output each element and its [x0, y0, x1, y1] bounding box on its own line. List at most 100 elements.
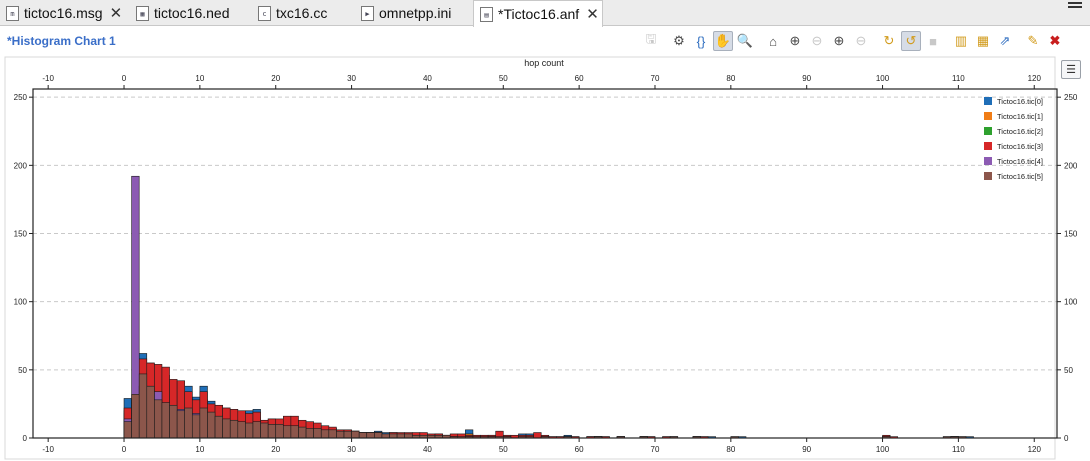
- bar-Tictoc16.tic[5]: [131, 394, 140, 439]
- zoom-in-icon[interactable]: ⊕: [789, 33, 801, 48]
- bar-Tictoc16.tic[2]: [146, 380, 155, 439]
- bar-Tictoc16.tic[3]: [419, 432, 428, 439]
- bar-Tictoc16.tic[0]: [571, 436, 580, 439]
- bar-Tictoc16.tic[2]: [525, 436, 534, 439]
- legend-toggle-button[interactable]: ☰: [1061, 60, 1081, 79]
- bar-Tictoc16.tic[2]: [336, 429, 345, 439]
- bar-Tictoc16.tic[3]: [245, 413, 254, 439]
- braces-icon[interactable]: {}: [696, 33, 706, 49]
- zoom-icon[interactable]: 🔍: [736, 33, 754, 48]
- hand-pan-icon[interactable]: ✋: [713, 31, 733, 51]
- bar-Tictoc16.tic[3]: [260, 419, 269, 439]
- tab-1[interactable]: ▦ tictoc16.ned: [130, 0, 250, 26]
- bar-Tictoc16.tic[3]: [692, 436, 701, 439]
- bar-Tictoc16.tic[0]: [942, 436, 952, 439]
- home-icon[interactable]: ⌂: [769, 33, 777, 49]
- bar-Tictoc16.tic[1]: [563, 436, 572, 439]
- bar-Tictoc16.tic[1]: [222, 410, 231, 439]
- bar-Tictoc16.tic[3]: [594, 436, 603, 439]
- copy-data-icon[interactable]: ▦: [976, 33, 990, 48]
- bar-Tictoc16.tic[4]: [229, 421, 239, 439]
- bar-Tictoc16.tic[3]: [427, 433, 436, 439]
- stop-icon[interactable]: ■: [929, 33, 937, 49]
- bar-Tictoc16.tic[3]: [169, 379, 178, 439]
- close-tab-icon[interactable]: ✕: [586, 6, 599, 23]
- bar-Tictoc16.tic[3]: [320, 425, 330, 439]
- bar-Tictoc16.tic[0]: [540, 436, 550, 439]
- legend-entry: Tictoc16.tic[5]: [997, 172, 1043, 181]
- bar-Tictoc16.tic[2]: [586, 436, 595, 439]
- window-controls[interactable]: [1068, 2, 1082, 8]
- bar-Tictoc16.tic[3]: [510, 434, 519, 439]
- bar-Tictoc16.tic[1]: [381, 433, 390, 439]
- bar-Tictoc16.tic[4]: [199, 415, 208, 439]
- bar-Tictoc16.tic[5]: [449, 436, 459, 439]
- auto-refresh-icon[interactable]: ↺: [901, 31, 921, 51]
- bar-Tictoc16.tic[0]: [548, 436, 557, 439]
- bar-Tictoc16.tic[5]: [480, 436, 489, 439]
- bar-Tictoc16.tic[3]: [882, 434, 891, 439]
- bar-Tictoc16.tic[5]: [616, 436, 625, 439]
- minimize-icon[interactable]: [1068, 2, 1082, 4]
- bar-Tictoc16.tic[3]: [184, 391, 193, 439]
- bar-Tictoc16.tic[1]: [138, 369, 148, 439]
- refresh-icon[interactable]: ↻: [883, 33, 895, 48]
- tab-3[interactable]: ▶ omnetpp.ini: [355, 0, 471, 26]
- bar-Tictoc16.tic[1]: [343, 430, 352, 439]
- tab-4[interactable]: ▤ *Tictoc16.anf ✕: [473, 0, 603, 27]
- bar-Tictoc16.tic[2]: [176, 391, 186, 439]
- x-tick-label-top: 40: [423, 74, 432, 83]
- bar-Tictoc16.tic[0]: [396, 433, 405, 439]
- bar-Tictoc16.tic[2]: [138, 376, 148, 439]
- bar-Tictoc16.tic[1]: [351, 430, 360, 439]
- bar-Tictoc16.tic[0]: [480, 434, 489, 439]
- bar-Tictoc16.tic[5]: [404, 433, 413, 439]
- bar-Tictoc16.tic[5]: [692, 436, 701, 439]
- copy-chart-icon[interactable]: ▥: [954, 33, 968, 48]
- bar-Tictoc16.tic[2]: [480, 436, 489, 439]
- zoom-out-x-icon[interactable]: ⊖: [855, 33, 867, 48]
- bar-Tictoc16.tic[2]: [298, 425, 307, 439]
- bar-Tictoc16.tic[0]: [146, 362, 155, 439]
- anf-file-icon: ▤: [480, 6, 493, 22]
- bar-Tictoc16.tic[2]: [343, 430, 352, 439]
- bar-Tictoc16.tic[0]: [427, 434, 436, 439]
- bar-Tictoc16.tic[5]: [465, 436, 474, 439]
- bar-Tictoc16.tic[4]: [594, 436, 603, 439]
- bar-Tictoc16.tic[2]: [374, 432, 383, 439]
- bar-Tictoc16.tic[5]: [358, 432, 368, 439]
- x-tick-label: 50: [499, 445, 508, 454]
- bar-Tictoc16.tic[5]: [222, 418, 231, 439]
- bar-Tictoc16.tic[2]: [245, 417, 254, 439]
- bar-Tictoc16.tic[5]: [411, 434, 421, 439]
- bar-Tictoc16.tic[2]: [639, 436, 648, 439]
- zoom-in-x-icon[interactable]: ⊕: [833, 33, 845, 48]
- maximize-icon[interactable]: [1068, 6, 1082, 8]
- tab-0[interactable]: m tictoc16.msg ✕: [0, 0, 128, 26]
- gear-icon[interactable]: ⚙: [673, 33, 685, 48]
- bar-Tictoc16.tic[2]: [411, 434, 421, 439]
- close-chart-icon[interactable]: ✖: [1049, 33, 1061, 48]
- bar-Tictoc16.tic[0]: [692, 436, 701, 439]
- bar-Tictoc16.tic[3]: [601, 436, 610, 439]
- bar-Tictoc16.tic[0]: [669, 436, 679, 439]
- bar-Tictoc16.tic[0]: [283, 419, 292, 439]
- chart-editor-title: *Histogram Chart 1: [7, 34, 116, 48]
- bar-Tictoc16.tic[0]: [404, 433, 413, 439]
- bar-Tictoc16.tic[3]: [396, 432, 405, 439]
- tab-2[interactable]: c txc16.cc: [252, 0, 352, 26]
- bar-Tictoc16.tic[5]: [374, 432, 383, 439]
- edit-icon[interactable]: ✎: [1027, 33, 1039, 48]
- zoom-out-icon[interactable]: ⊖: [811, 33, 823, 48]
- x-tick-label: 0: [122, 445, 127, 454]
- x-tick-label: 60: [575, 445, 584, 454]
- ned-file-icon: ▦: [136, 5, 149, 21]
- bar-Tictoc16.tic[5]: [457, 436, 466, 439]
- bar-Tictoc16.tic[4]: [419, 436, 428, 439]
- save-icon[interactable]: 🖫: [645, 31, 657, 46]
- bar-Tictoc16.tic[2]: [169, 394, 178, 439]
- export-icon[interactable]: ⇗: [999, 33, 1011, 48]
- close-tab-icon[interactable]: ✕: [109, 5, 123, 22]
- bar-Tictoc16.tic[5]: [442, 434, 451, 439]
